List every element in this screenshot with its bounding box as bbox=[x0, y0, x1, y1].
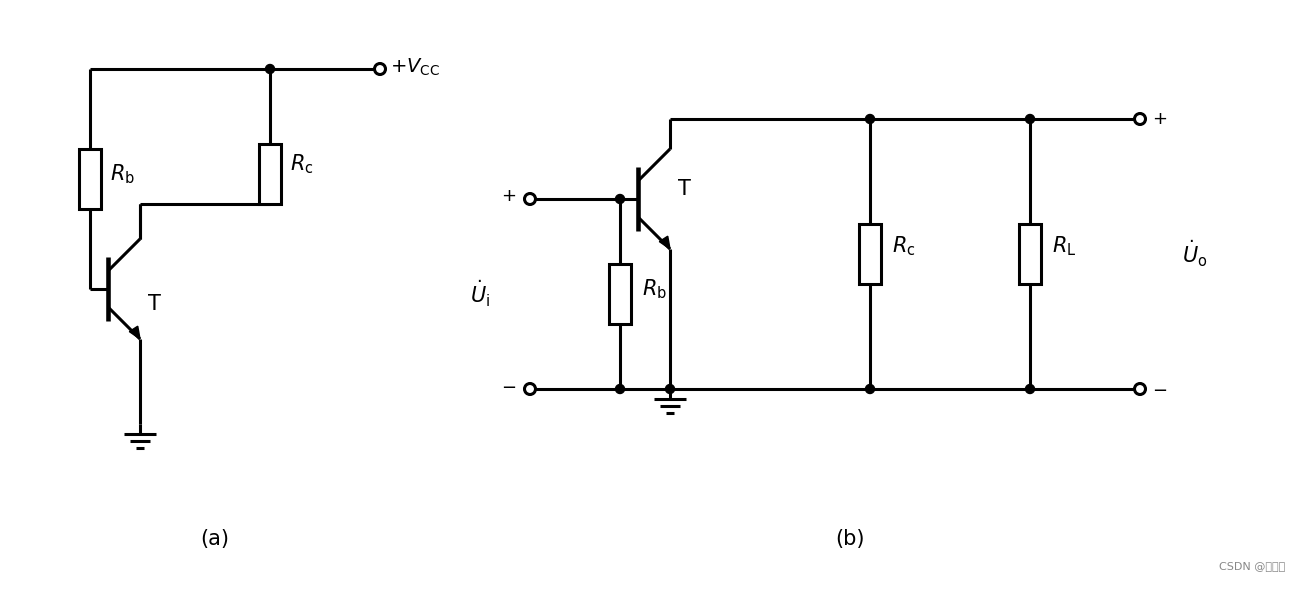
Text: $\dot{U}_{\rm i}$: $\dot{U}_{\rm i}$ bbox=[470, 279, 490, 309]
Text: $R_{\rm L}$: $R_{\rm L}$ bbox=[1052, 234, 1077, 258]
Text: $R_{\rm b}$: $R_{\rm b}$ bbox=[642, 277, 666, 301]
Text: $+V_{\rm CC}$: $+V_{\rm CC}$ bbox=[389, 57, 440, 78]
FancyBboxPatch shape bbox=[609, 264, 631, 324]
Circle shape bbox=[524, 194, 536, 204]
FancyBboxPatch shape bbox=[79, 149, 101, 209]
Text: $R_{\rm c}$: $R_{\rm c}$ bbox=[290, 152, 313, 176]
Circle shape bbox=[1026, 114, 1034, 124]
Polygon shape bbox=[129, 326, 140, 339]
Circle shape bbox=[665, 385, 674, 393]
Text: $\dot{U}_{\rm o}$: $\dot{U}_{\rm o}$ bbox=[1183, 239, 1207, 269]
Circle shape bbox=[374, 64, 386, 74]
FancyBboxPatch shape bbox=[259, 144, 281, 204]
Text: $R_{\rm c}$: $R_{\rm c}$ bbox=[892, 234, 916, 258]
Text: +: + bbox=[501, 187, 516, 205]
Circle shape bbox=[616, 385, 625, 393]
Circle shape bbox=[265, 65, 274, 74]
Text: (b): (b) bbox=[835, 529, 864, 549]
Polygon shape bbox=[660, 236, 670, 249]
Text: $-$: $-$ bbox=[501, 377, 516, 395]
Circle shape bbox=[866, 114, 875, 124]
Circle shape bbox=[616, 194, 625, 204]
Circle shape bbox=[524, 383, 536, 395]
FancyBboxPatch shape bbox=[859, 224, 881, 284]
Circle shape bbox=[1026, 385, 1034, 393]
Circle shape bbox=[1135, 383, 1145, 395]
Text: CSDN @妊兽唤: CSDN @妊兽唤 bbox=[1219, 561, 1285, 571]
Text: T: T bbox=[678, 179, 691, 199]
Text: +: + bbox=[1152, 110, 1167, 128]
Circle shape bbox=[1135, 114, 1145, 124]
Text: $R_{\rm b}$: $R_{\rm b}$ bbox=[110, 162, 135, 186]
Text: $-$: $-$ bbox=[1152, 380, 1167, 398]
Text: (a): (a) bbox=[201, 529, 229, 549]
FancyBboxPatch shape bbox=[1018, 224, 1040, 284]
Circle shape bbox=[866, 385, 875, 393]
Text: T: T bbox=[148, 294, 160, 314]
